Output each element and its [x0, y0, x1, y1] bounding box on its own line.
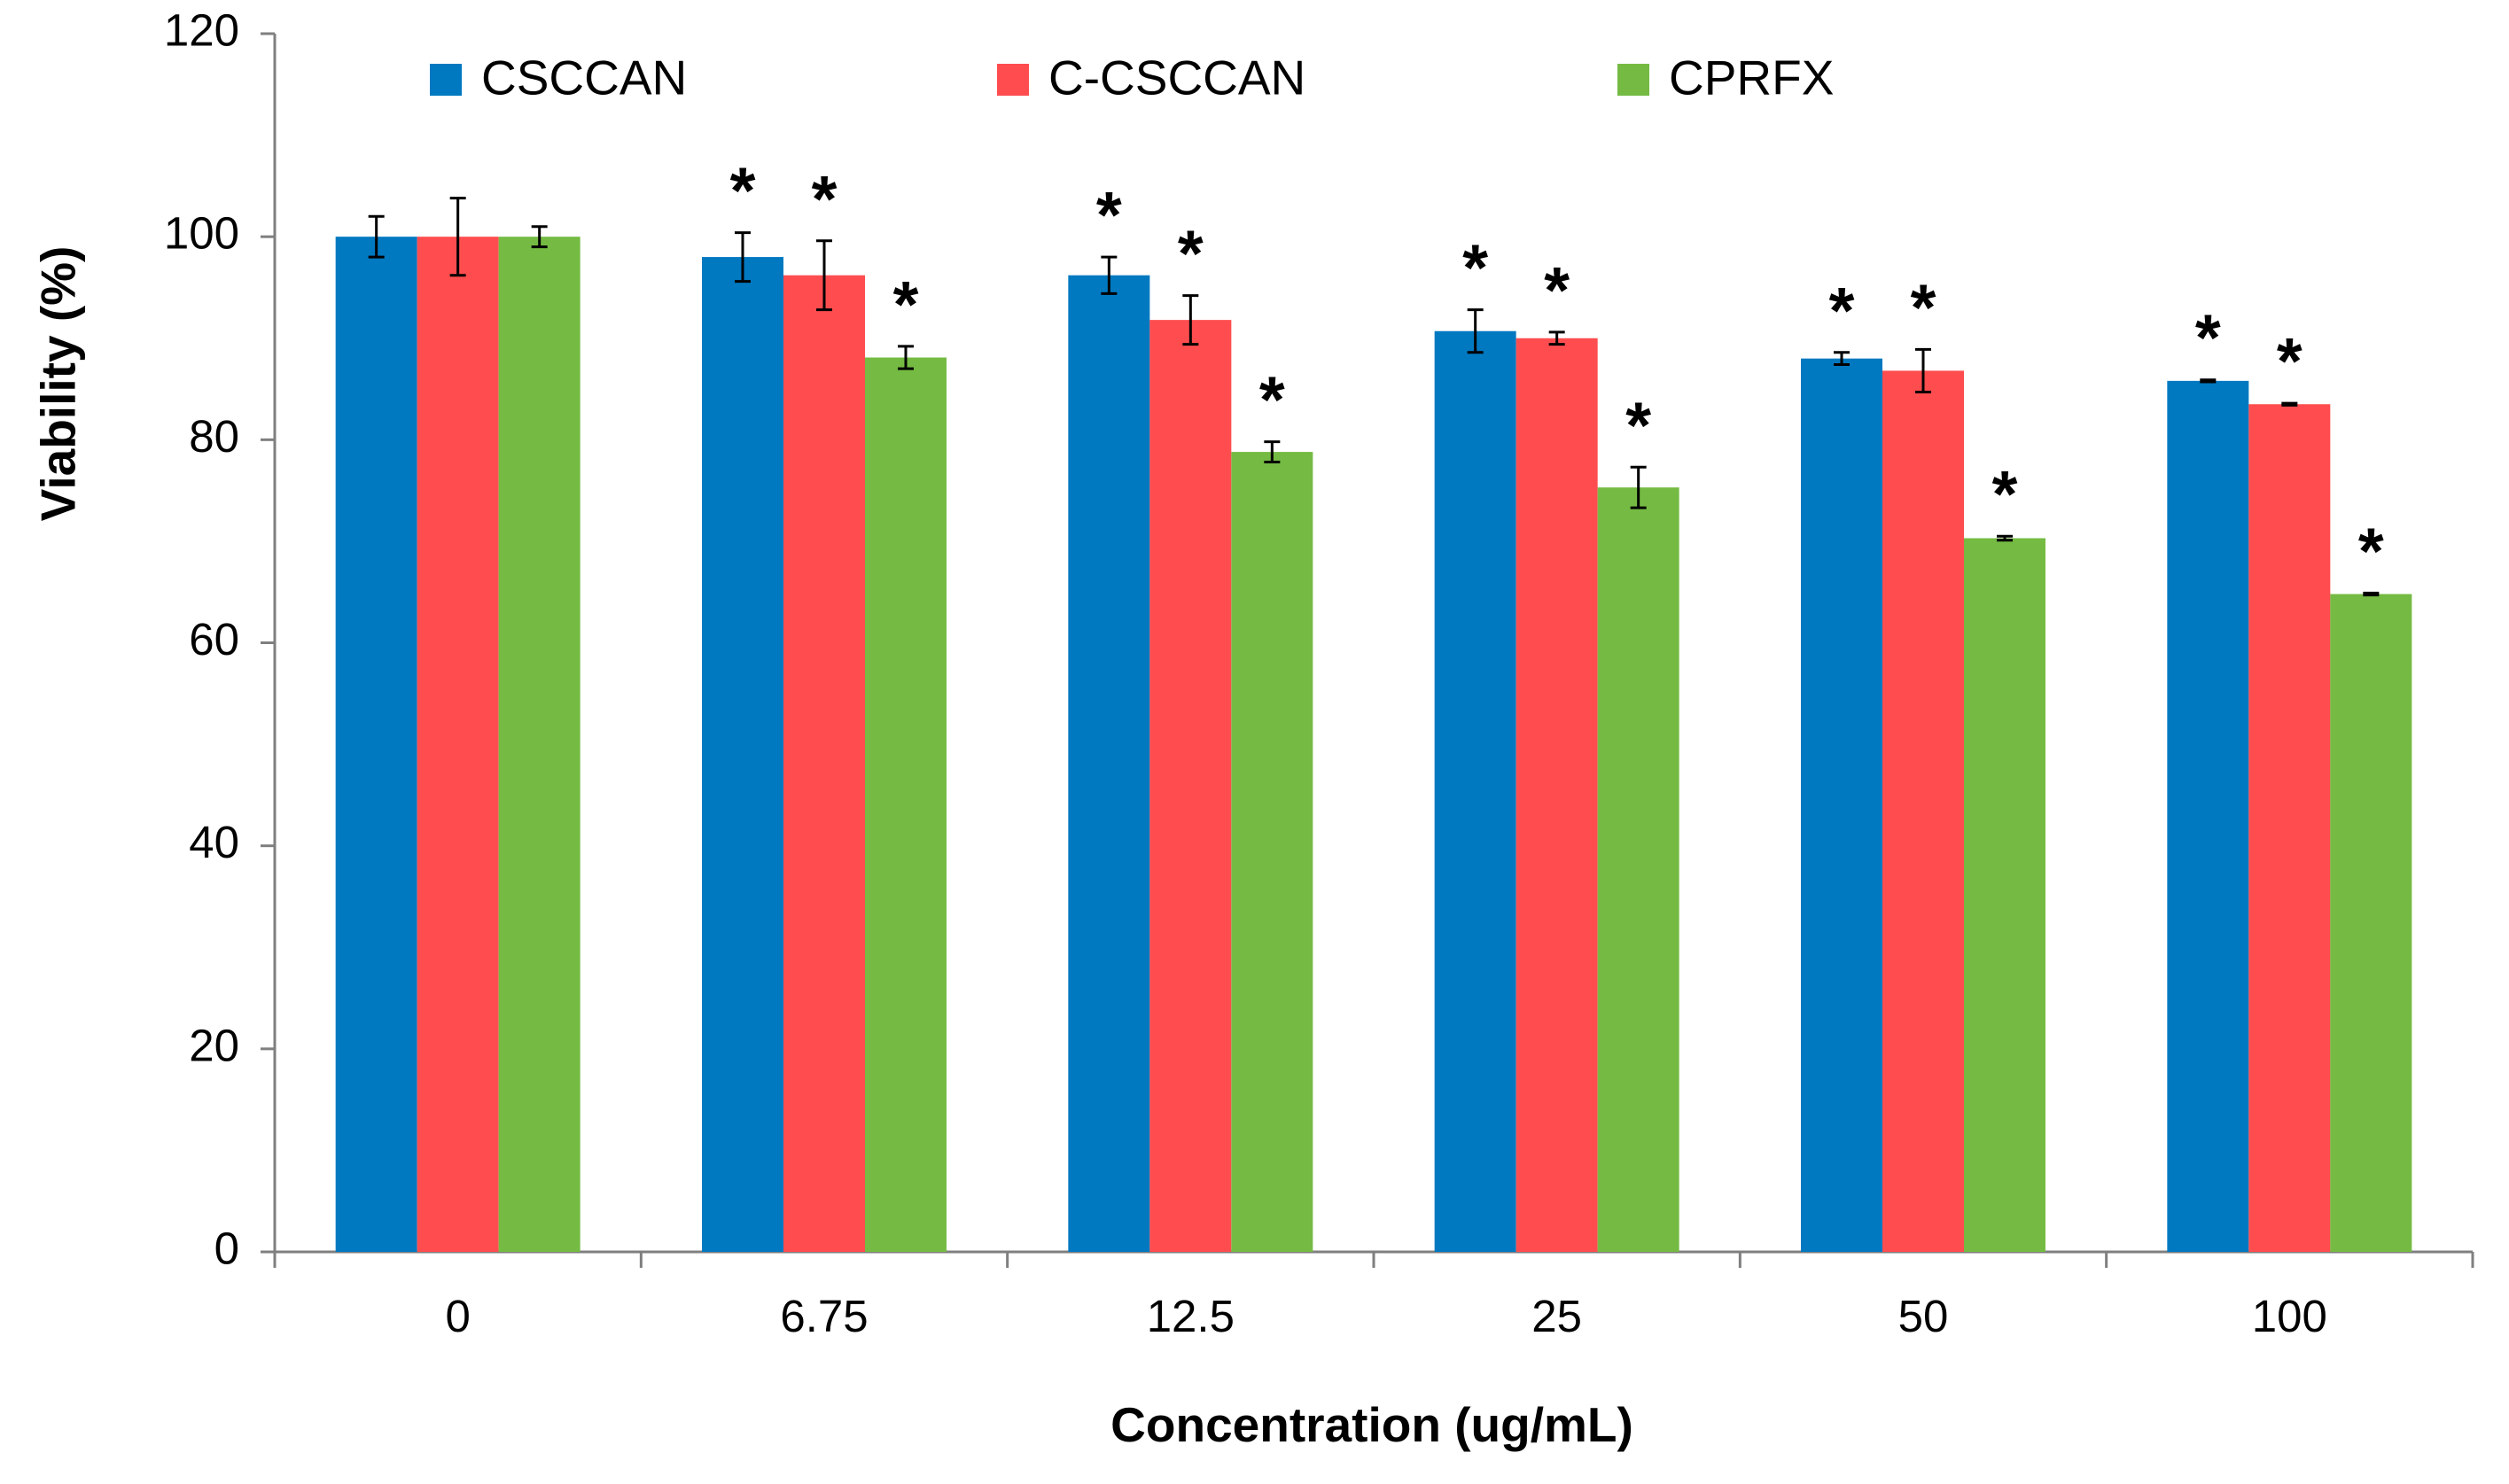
significance-marker: * [1178, 217, 1204, 291]
bar-csccan-3 [1434, 330, 1516, 1253]
bar-cprfx-0 [498, 237, 580, 1253]
significance-marker: * [812, 162, 838, 236]
y-tick-label: 100 [164, 208, 239, 259]
significance-marker: * [1259, 363, 1285, 437]
significance-marker: * [1829, 274, 1855, 347]
bar-c-csccan-0 [417, 237, 499, 1253]
x-tick-label: 0 [445, 1291, 470, 1341]
significance-marker: * [1992, 457, 2018, 531]
significance-marker: * [730, 154, 756, 228]
legend-label: CPRFX [1669, 51, 1834, 105]
legend-label: C-CSCCAN [1048, 51, 1305, 105]
y-axis-title: Viability (%) [31, 246, 86, 522]
y-tick-label: 0 [214, 1223, 239, 1273]
significance-marker: * [893, 268, 919, 341]
bar-csccan-4 [1801, 358, 1882, 1253]
significance-marker: * [1911, 270, 1936, 344]
x-tick-label: 6.75 [780, 1291, 868, 1341]
bar-csccan-1 [702, 257, 783, 1252]
bar-cprfx-4 [1964, 538, 2045, 1252]
bar-csccan-2 [1068, 275, 1150, 1252]
legend-label: CSCCAN [481, 51, 687, 105]
bar-c-csccan-1 [783, 275, 865, 1252]
y-tick-label: 120 [164, 4, 239, 55]
significance-marker: * [2358, 514, 2384, 587]
legend-swatch-cprfx [1617, 64, 1649, 96]
bar-cprfx-1 [865, 357, 947, 1252]
bar-cprfx-3 [1597, 487, 1679, 1252]
y-tick-label: 80 [189, 411, 239, 462]
bar-c-csccan-4 [1882, 370, 1964, 1253]
bar-c-csccan-3 [1516, 338, 1598, 1252]
x-tick-label: 25 [1531, 1291, 1582, 1341]
bar-csccan-0 [335, 237, 417, 1253]
significance-marker: * [1625, 388, 1651, 462]
legend-swatch-csccan [430, 64, 462, 96]
bar-cprfx-5 [2330, 594, 2412, 1252]
bar-csccan-5 [2167, 380, 2249, 1252]
significance-marker: * [2195, 301, 2221, 375]
significance-marker: * [1462, 231, 1488, 305]
y-tick-label: 40 [189, 817, 239, 867]
significance-marker: * [1544, 253, 1570, 327]
x-axis-title: Concentration (ug/mL) [1110, 1397, 1633, 1452]
bar-cprfx-2 [1231, 452, 1313, 1252]
bar-c-csccan-5 [2248, 404, 2331, 1253]
x-tick-label: 12.5 [1147, 1291, 1235, 1341]
significance-marker: * [1096, 178, 1122, 252]
significance-marker: * [2277, 324, 2303, 398]
y-tick-label: 60 [189, 614, 239, 664]
bar-c-csccan-2 [1149, 320, 1232, 1252]
legend-swatch-c-csccan [997, 64, 1029, 96]
x-tick-label: 100 [2252, 1291, 2327, 1341]
y-tick-label: 20 [189, 1020, 239, 1070]
x-tick-label: 50 [1898, 1291, 1949, 1341]
